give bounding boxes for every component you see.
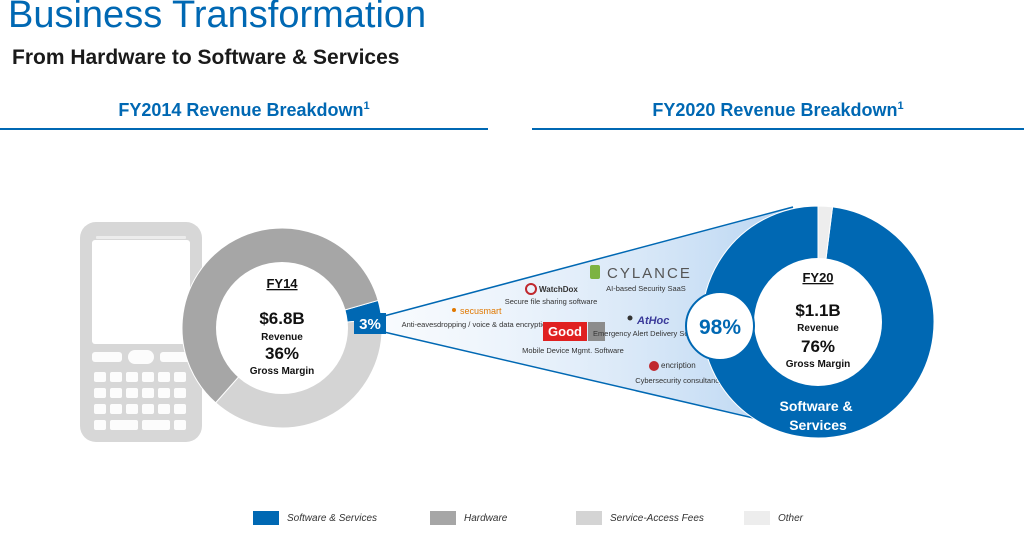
software-services-3pct-callout [354,313,386,334]
fy2014-revenue-value: $6.8B [259,309,304,328]
legend-swatch [744,511,770,525]
fy2014-software-share-label: 3% [359,316,381,333]
fy2020-period-label: FY20 [802,270,833,285]
legend-swatch [576,511,602,525]
cylance-description: AI-based Security SaaS [606,284,686,293]
cylance-logo: CYLANCE [607,265,692,282]
lock-icon [588,322,605,341]
acquisition-cylance: CYLANCE AI-based Security SaaS [590,265,692,293]
software-services-98pct-badge [685,291,755,361]
acquisition-good: Good Mobile Device Mgmt. Software [522,322,624,355]
watchdox-description: Secure file sharing software [505,297,598,306]
athoc-logo: AtHoc [636,315,669,327]
fy2014-gross-margin-label: Gross Margin [250,366,314,377]
chart-legend: Software & Services Hardware Service-Acc… [0,509,1024,529]
fy2014-chart-title: FY2014 Revenue Breakdown1 [118,100,370,120]
fy2014-gross-margin-value: 36% [265,344,299,363]
secusmart-logo-icon [452,308,456,312]
good-description: Mobile Device Mgmt. Software [522,346,624,355]
growth-beam-edge-bottom [383,331,806,431]
encription-description: Cybersecurity consultancy [635,376,723,385]
fy2020-chart-title: FY2020 Revenue Breakdown1 [652,100,904,120]
good-logo: Good [548,324,582,339]
legend-label: Service-Access Fees [610,512,704,524]
phone-icon [80,222,202,442]
athoc-description: Emergency Alert Delivery Software [593,329,709,338]
growth-beam-edge-top [383,206,794,317]
encription-logo-icon [649,361,659,371]
secusmart-description: Anti-eavesdropping / voice & data encryp… [402,320,551,329]
legend-label: Software & Services [287,512,378,524]
fy2020-gross-margin-value: 76% [801,337,835,356]
fy2014-revenue-label: Revenue [261,332,303,343]
legend-item-software-services: Software & Services [253,509,377,527]
fy2020-revenue-label: Revenue [797,323,839,334]
fy2014-donut-hole [216,262,348,394]
acquisition-athoc: AtHoc Emergency Alert Delivery Software [593,315,709,338]
fy2014-period-label: FY14 [266,276,298,291]
fy2020-software-share-label: 98% [699,316,741,339]
fy2020-title-rule [532,128,1024,130]
page-subtitle: From Hardware to Software & Services [12,46,400,69]
encription-logo: encription [661,361,696,370]
fy2020-software-services-slice-label: Software & Services [779,398,856,433]
cylance-logo-icon [590,265,600,279]
acquisition-secusmart: secusmart Anti-eavesdropping / voice & d… [402,306,551,329]
legend-swatch [430,511,456,525]
growth-beam [384,207,805,430]
athoc-logo-icon [627,315,633,321]
fy2014-title-rule [0,128,488,130]
watchdox-logo: WatchDox [539,285,578,294]
watchdox-logo-icon [525,283,537,295]
page-title: Business Transformation [8,0,427,36]
legend-swatch [253,511,279,525]
legend-item-hardware: Hardware [430,509,507,527]
acquisition-watchdox: WatchDox Secure file sharing software [505,283,598,306]
legend-item-other: Other [744,509,803,527]
good-logo-box [543,322,587,341]
secusmart-logo: secusmart [460,306,502,316]
legend-item-service-access-fees: Service-Access Fees [576,509,704,527]
legend-label: Hardware [464,512,508,524]
acquisition-encription: encription Cybersecurity consultancy [635,361,723,385]
legend-label: Other [778,512,804,524]
fy2020-donut-hole [754,258,882,386]
fy2020-gross-margin-label: Gross Margin [786,359,850,370]
fy2020-revenue-value: $1.1B [795,301,840,320]
